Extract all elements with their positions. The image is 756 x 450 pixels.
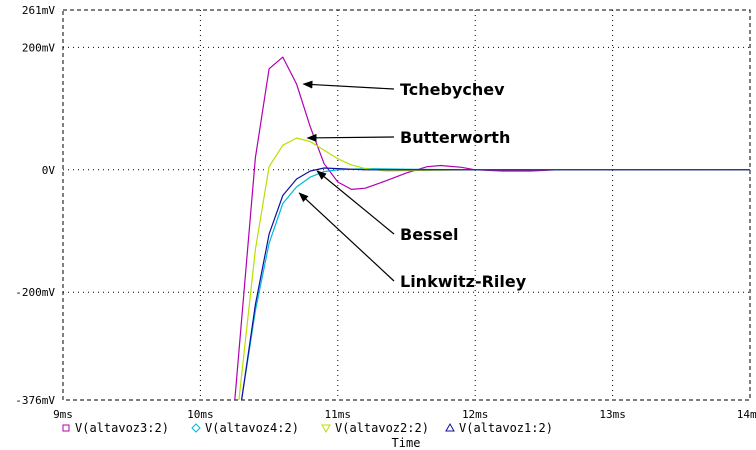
annotation-label: Butterworth (400, 128, 510, 147)
legend-entry: V(altavoz1:2) (459, 421, 553, 435)
y-tick-label: 200mV (22, 41, 55, 54)
legend-entry: V(altavoz2:2) (335, 421, 429, 435)
series-line-1 (234, 56, 750, 400)
y-tick-label: 0V (42, 164, 56, 177)
annotation-arrow (298, 192, 395, 282)
x-tick-label: 9ms (53, 408, 73, 421)
x-tick-label: 13ms (599, 408, 626, 421)
diamond-marker-icon (191, 423, 201, 433)
triangle-down-marker-icon (321, 424, 331, 434)
annotation-arrow (302, 80, 395, 90)
x-tick-label: 12ms (462, 408, 489, 421)
annotation-label: Tchebychev (400, 80, 505, 99)
x-tick-label: 11ms (325, 408, 352, 421)
triangle-up-marker-icon (445, 422, 455, 432)
legend-entry: V(altavoz4:2) (205, 421, 299, 435)
y-tick-label: 261mV (22, 4, 55, 17)
annotation-label: Linkwitz-Riley (400, 272, 527, 291)
legend-entry: V(altavoz3:2) (75, 421, 169, 435)
series-line-4 (241, 167, 750, 400)
y-tick-label: -376mV (15, 394, 55, 407)
series-group (234, 56, 750, 400)
tick-labels: 9ms 10ms 11ms 12ms 13ms 14ms 261mV 200mV 0V -200m… (15, 4, 756, 421)
annotations: Tchebychev Butterworth Bessel Linkwitz-Rile… (298, 80, 527, 291)
annotation-arrow (306, 133, 395, 142)
square-marker-icon (62, 424, 70, 432)
x-tick-label: 14ms (737, 408, 756, 421)
x-tick-label: 10ms (187, 408, 214, 421)
grid (63, 10, 750, 400)
x-axis-label: Time (392, 436, 421, 450)
y-tick-label: -200mV (15, 286, 55, 299)
series-line-3 (238, 137, 750, 400)
annotation-arrow (316, 170, 395, 235)
annotation-label: Bessel (400, 225, 458, 244)
plot-frame (62, 9, 751, 401)
legend: V(altavoz3:2) V(altavoz4:2) V(altavoz2:2) V… (62, 421, 553, 435)
